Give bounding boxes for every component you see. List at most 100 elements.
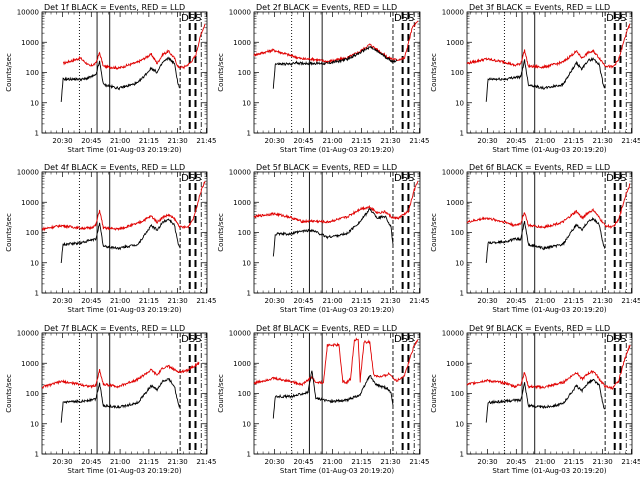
x-tick-label: 21:15 [351,458,371,466]
x-tick-label: 21:00 [110,458,130,466]
panel-det-2f: Det 2f BLACK = Events, RED = LLD 1 10 100 10… [217,3,430,154]
series-lld-red [466,23,631,69]
plot-frame [41,11,208,134]
y-tick-label: 10 [242,259,251,267]
series-lld-red [253,337,419,387]
y-axis-label: Counts/sec [5,53,13,92]
y-tick-label: 1 [460,130,464,138]
y-tick-label: 10000 [17,169,39,177]
x-tick-label: 20:30 [477,137,497,145]
x-tick-label: 21:15 [139,458,159,466]
series-lld-red [41,180,206,232]
x-tick-label: 21:15 [564,458,584,466]
y-tick-label: 100 [238,390,251,398]
y-tick-label: 100 [26,69,39,77]
panel-det-1f: Det 1f BLACK = Events, RED = LLD 1 10 100 10… [5,3,217,154]
dss-annotation: DSS [606,173,626,184]
y-tick-label: 1 [35,290,39,298]
panel-title: Det 4f BLACK = Events, RED = LLD [44,163,185,172]
dss-annotation: DSS [394,173,414,184]
x-tick-label: 20:45 [294,137,314,145]
y-tick-label: 100 [451,390,464,398]
x-tick-label: 21:30 [593,137,613,145]
plot-frame [466,171,633,294]
y-tick-label: 1000 [446,360,464,368]
x-tick-label: 21:00 [535,297,555,305]
x-tick-label: 21:00 [322,297,342,305]
x-tick-label: 20:30 [52,137,72,145]
plot-frame [253,332,421,455]
x-tick-label: 20:45 [506,297,526,305]
y-axis-label: Counts/sec [430,213,438,252]
y-axis-label: Counts/sec [5,213,13,252]
x-tick-label: 20:30 [477,458,497,466]
y-axis-label: Counts/sec [217,53,225,92]
panel-det-9f: Det 9f BLACK = Events, RED = LLD 1 10 100 10… [430,324,640,475]
y-tick-label: 100 [26,390,39,398]
x-tick-label: 21:30 [168,297,188,305]
x-tick-label: 20:30 [265,137,285,145]
x-tick-label: 20:45 [506,137,526,145]
y-tick-label: 1000 [233,199,251,207]
y-tick-label: 1000 [21,199,39,207]
series-events-black [272,45,398,89]
x-tick-label: 20:45 [81,297,101,305]
x-tick-label: 21:00 [535,137,555,145]
y-tick-label: 1 [460,451,464,459]
y-tick-label: 100 [451,229,464,237]
y-tick-label: 10000 [442,169,464,177]
y-tick-label: 100 [451,69,464,77]
series-lld-red [41,361,200,390]
panel-title: Det 5f BLACK = Events, RED = LLD [256,163,397,172]
y-tick-label: 1000 [233,360,251,368]
x-tick-label: 21:30 [593,458,613,466]
plot-frame [41,171,208,294]
dss-annotation: DSS [606,334,626,345]
x-tick-label: 21:45 [196,137,216,145]
x-tick-label: 21:30 [168,458,188,466]
x-tick-label: 21:30 [380,137,400,145]
series-lld-red [466,183,631,229]
x-tick-label: 21:15 [351,297,371,305]
panel-det-6f: Det 6f BLACK = Events, RED = LLD 1 10 100 10… [430,163,640,314]
y-tick-label: 10 [242,420,251,428]
series-events-black [485,378,606,423]
series-events-black [485,216,606,263]
y-tick-label: 1000 [21,360,39,368]
x-axis-label: Start Time (01-Aug-03 20:19:20) [492,306,606,314]
plot-frame [41,332,208,455]
y-axis-label: Counts/sec [217,374,225,413]
y-tick-label: 1 [35,130,39,138]
series-lld-red [466,344,631,390]
y-axis-label: Counts/sec [5,374,13,413]
x-tick-label: 21:00 [535,458,555,466]
y-tick-label: 10 [455,259,464,267]
y-tick-label: 10 [455,99,464,107]
x-tick-label: 21:15 [139,137,159,145]
series-events-black [485,57,606,102]
y-axis-label: Counts/sec [217,213,225,252]
y-tick-label: 10000 [17,9,39,17]
panel-title: Det 1f BLACK = Events, RED = LLD [44,3,185,12]
x-tick-label: 21:00 [322,458,342,466]
y-tick-label: 10 [242,99,251,107]
y-tick-label: 100 [238,229,251,237]
x-axis-label: Start Time (01-Aug-03 20:19:20) [67,306,181,314]
x-tick-label: 21:45 [409,458,429,466]
x-tick-label: 20:30 [477,297,497,305]
x-tick-label: 20:30 [52,458,72,466]
x-tick-label: 21:00 [110,137,130,145]
x-axis-label: Start Time (01-Aug-03 20:19:20) [492,146,606,154]
y-tick-label: 1000 [446,199,464,207]
x-tick-label: 21:15 [139,297,159,305]
x-tick-label: 21:45 [621,297,640,305]
plot-frame [466,11,633,134]
x-tick-label: 20:45 [294,458,314,466]
y-axis-label: Counts/sec [430,374,438,413]
x-tick-label: 20:30 [265,297,285,305]
x-axis-label: Start Time (01-Aug-03 20:19:20) [280,146,394,154]
panel-det-7f: Det 7f BLACK = Events, RED = LLD 1 10 100 10… [5,324,217,475]
panel-det-5f: Det 5f BLACK = Events, RED = LLD 1 10 100 10… [217,163,430,314]
x-tick-label: 20:45 [294,297,314,305]
y-tick-label: 10000 [229,9,251,17]
